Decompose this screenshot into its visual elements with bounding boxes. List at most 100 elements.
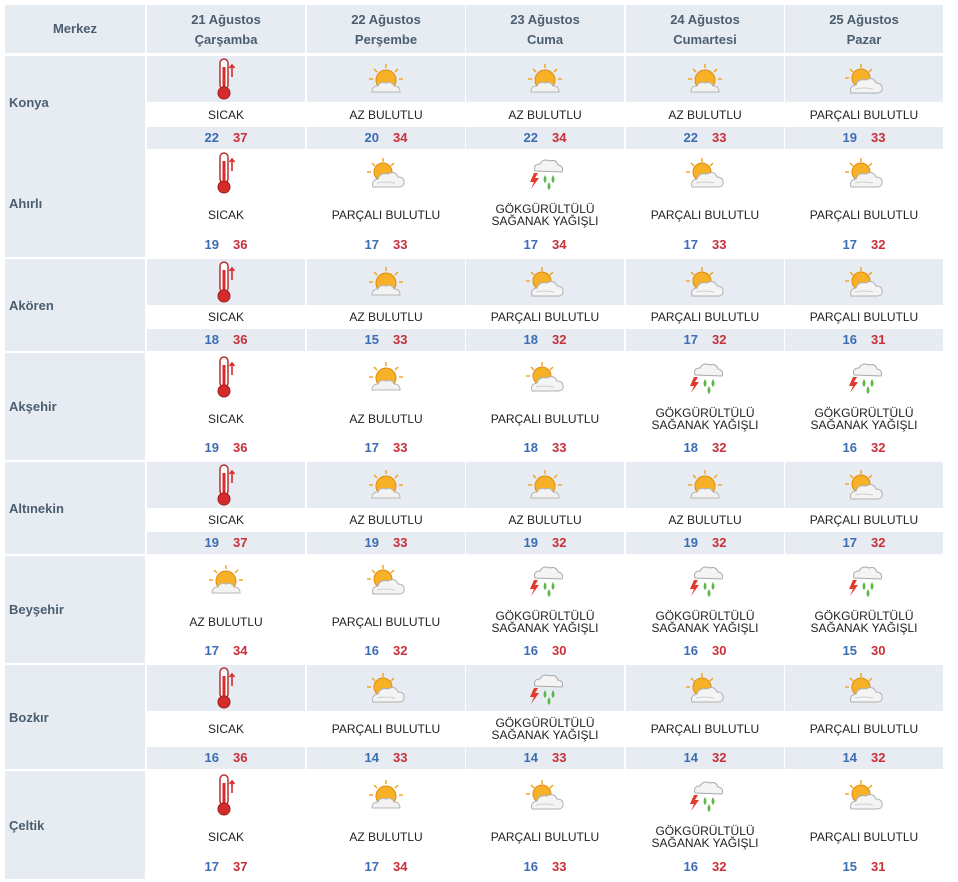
sun-with-cloud-icon: [307, 56, 465, 102]
city-name[interactable]: Akören: [5, 259, 145, 351]
partly-cloudy-icon: [785, 149, 943, 197]
temperature-pair: 14 33: [466, 747, 624, 769]
column-header-day: 22 Ağustos Perşembe: [307, 5, 465, 53]
condition-text: SICAK: [207, 208, 244, 222]
condition-text: PARÇALI BULUTLU: [809, 830, 919, 844]
partly-cloudy-icon: [785, 462, 943, 508]
high-temp: 34: [233, 643, 248, 658]
temperature-pair: 17 32: [785, 233, 943, 257]
city-name[interactable]: Konya: [5, 56, 145, 149]
high-temp: 34: [393, 859, 408, 874]
temperature-pair: 18 33: [466, 436, 624, 460]
high-temp: 33: [871, 130, 886, 145]
city-row: Altınekin SICAK 19 37 AZ BULUTLU 19 33 AZ BULUT…: [5, 462, 944, 554]
forecast-cell: GÖKGÜRÜLTÜLÜ SAĞANAK YAĞIŞLI 18 32: [626, 353, 784, 460]
forecast-cell: AZ BULUTLU 19 33: [307, 462, 465, 554]
temperature-pair: 15 31: [785, 855, 943, 879]
forecast-cell: SICAK 19 36: [147, 353, 305, 460]
temp-band: [307, 329, 465, 351]
forecast-cell: PARÇALI BULUTLU 17 32: [785, 149, 943, 257]
sun-with-cloud-icon: [466, 462, 624, 508]
high-temp: 33: [393, 535, 408, 550]
low-temp: 17: [204, 643, 219, 658]
high-temp: 32: [712, 332, 727, 347]
high-temp: 36: [233, 750, 248, 765]
high-temp: 30: [871, 643, 886, 658]
temperature-pair: 18 36: [147, 329, 305, 351]
temperature-pair: 16 32: [785, 436, 943, 460]
low-temp: 14: [364, 750, 379, 765]
city-row: Ahırlı SICAK 19 36 PARÇALI BULUTLU 17 33 GÖKGÜR…: [5, 149, 944, 257]
temperature-pair: 16 32: [307, 639, 465, 663]
forecast-cell: SICAK 19 37: [147, 462, 305, 554]
icon-band: [466, 665, 624, 711]
high-temp: 31: [871, 859, 886, 874]
temperature-pair: 22 34: [466, 127, 624, 149]
city-name[interactable]: Ahırlı: [5, 149, 145, 257]
forecast-cell: PARÇALI BULUTLU 17 33: [307, 149, 465, 257]
condition-text: PARÇALI BULUTLU: [809, 310, 919, 324]
sun-with-cloud-icon: [626, 56, 784, 102]
thunderstorm-rain-icon: [466, 556, 624, 604]
low-temp: 17: [204, 859, 219, 874]
temperature-pair: 16 30: [466, 639, 624, 663]
thermometer-icon: [147, 353, 305, 401]
thermometer-icon: [147, 665, 305, 711]
city-name[interactable]: Bozkır: [5, 665, 145, 769]
partly-cloudy-icon: [466, 771, 624, 819]
condition-text: PARÇALI BULUTLU: [650, 208, 760, 222]
high-temp: 36: [233, 440, 248, 455]
low-temp: 17: [364, 859, 379, 874]
forecast-cell: SICAK 17 37: [147, 771, 305, 879]
low-temp: 17: [842, 535, 857, 550]
sun-with-cloud-icon: [307, 462, 465, 508]
forecast-cell: PARÇALI BULUTLU 17 32: [626, 259, 784, 351]
temp-band: [307, 127, 465, 149]
city-row: Akşehir SICAK 19 36 AZ BULUTLU 17 33 PARÇALI BU…: [5, 353, 944, 460]
city-name[interactable]: Çeltik: [5, 771, 145, 879]
temp-band: [466, 329, 624, 351]
city-row: Çeltik SICAK 17 37 AZ BULUTLU 17 34 PARÇALI BUL…: [5, 771, 944, 879]
low-temp: 17: [364, 440, 379, 455]
low-temp: 16: [523, 643, 538, 658]
temp-band: [466, 747, 624, 769]
city-name[interactable]: Beyşehir: [5, 556, 145, 663]
forecast-cell: PARÇALI BULUTLU 17 32: [785, 462, 943, 554]
condition-text: PARÇALI BULUTLU: [650, 722, 760, 736]
thunderstorm-rain-icon: [466, 665, 624, 711]
forecast-cell: PARÇALI BULUTLU 14 32: [626, 665, 784, 769]
sun-with-cloud-icon: [307, 353, 465, 401]
city-row: Akören SICAK 18 36 AZ BULUTLU 15 33 PARÇALI BUL…: [5, 259, 944, 351]
thunderstorm-rain-icon: [785, 556, 943, 604]
condition-text: PARÇALI BULUTLU: [650, 310, 760, 324]
high-temp: 33: [393, 750, 408, 765]
city-row: Bozkır SICAK 16 36 PARÇALI BULUTLU 14 33 GÖKGÜR…: [5, 665, 944, 769]
condition-text: AZ BULUTLU: [349, 830, 423, 844]
city-name[interactable]: Altınekin: [5, 462, 145, 554]
low-temp: 16: [683, 643, 698, 658]
condition-text: SICAK: [207, 310, 244, 324]
low-temp: 17: [683, 332, 698, 347]
forecast-cell: PARÇALI BULUTLU 17 33: [626, 149, 784, 257]
day-weekday: Pazar: [846, 32, 882, 47]
low-temp: 19: [204, 237, 219, 252]
forecast-cell: GÖKGÜRÜLTÜLÜ SAĞANAK YAĞIŞLI 17 34: [466, 149, 624, 257]
forecast-cell: GÖKGÜRÜLTÜLÜ SAĞANAK YAĞIŞLI 16 30: [466, 556, 624, 663]
thermometer-icon: [147, 771, 305, 819]
sun-with-cloud-icon: [466, 56, 624, 102]
thunderstorm-rain-icon: [626, 556, 784, 604]
low-temp: 16: [204, 750, 219, 765]
partly-cloudy-icon: [626, 149, 784, 197]
thermometer-icon: [147, 462, 305, 508]
low-temp: 19: [204, 535, 219, 550]
low-temp: 15: [842, 859, 857, 874]
condition-text: AZ BULUTLU: [349, 107, 423, 122]
city-name[interactable]: Akşehir: [5, 353, 145, 460]
column-header-day: 23 Ağustos Cuma: [466, 5, 624, 53]
low-temp: 19: [523, 535, 538, 550]
high-temp: 36: [233, 332, 248, 347]
high-temp: 33: [552, 440, 567, 455]
forecast-cell: SICAK 19 36: [147, 149, 305, 257]
day-weekday: Cuma: [526, 32, 564, 47]
temperature-pair: 20 34: [307, 127, 465, 149]
